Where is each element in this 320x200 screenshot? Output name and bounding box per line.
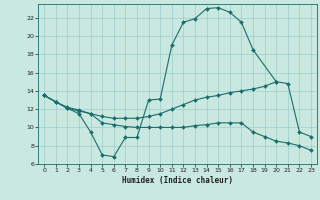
X-axis label: Humidex (Indice chaleur): Humidex (Indice chaleur) (122, 176, 233, 185)
